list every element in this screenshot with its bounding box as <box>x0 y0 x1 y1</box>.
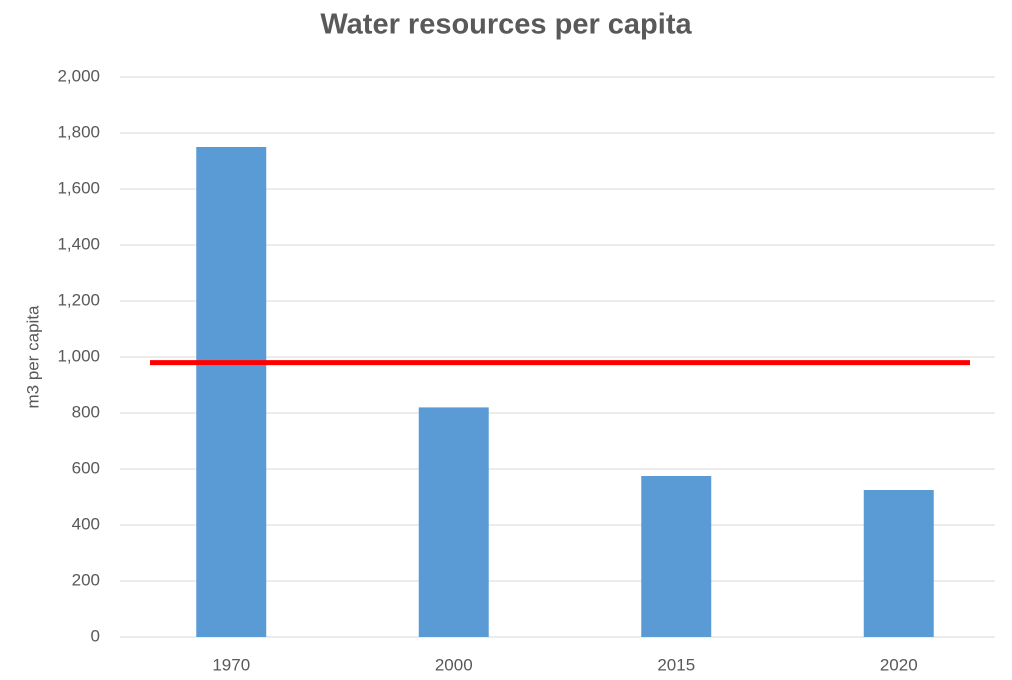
y-axis-label: m3 per capita <box>23 305 42 409</box>
x-tick-label: 2015 <box>657 655 695 674</box>
bar <box>641 476 712 637</box>
chart-title: Water resources per capita <box>320 9 692 41</box>
y-tick-label: 200 <box>72 570 100 589</box>
y-tick-label: 1,000 <box>57 346 100 365</box>
bar <box>418 407 489 637</box>
y-tick-label: 400 <box>72 514 100 533</box>
y-tick-label: 1,800 <box>57 122 100 141</box>
y-tick-label: 1,400 <box>57 234 100 253</box>
y-tick-label: 0 <box>91 626 100 645</box>
bar <box>196 147 267 637</box>
x-tick-label: 2020 <box>880 655 918 674</box>
x-tick-label: 1970 <box>212 655 250 674</box>
y-tick-label: 2,000 <box>57 66 100 85</box>
y-tick-label: 600 <box>72 458 100 477</box>
y-tick-label: 1,600 <box>57 178 100 197</box>
x-tick-label: 2000 <box>435 655 473 674</box>
y-tick-label: 800 <box>72 402 100 421</box>
y-tick-label: 1,200 <box>57 290 100 309</box>
bar <box>863 490 934 637</box>
